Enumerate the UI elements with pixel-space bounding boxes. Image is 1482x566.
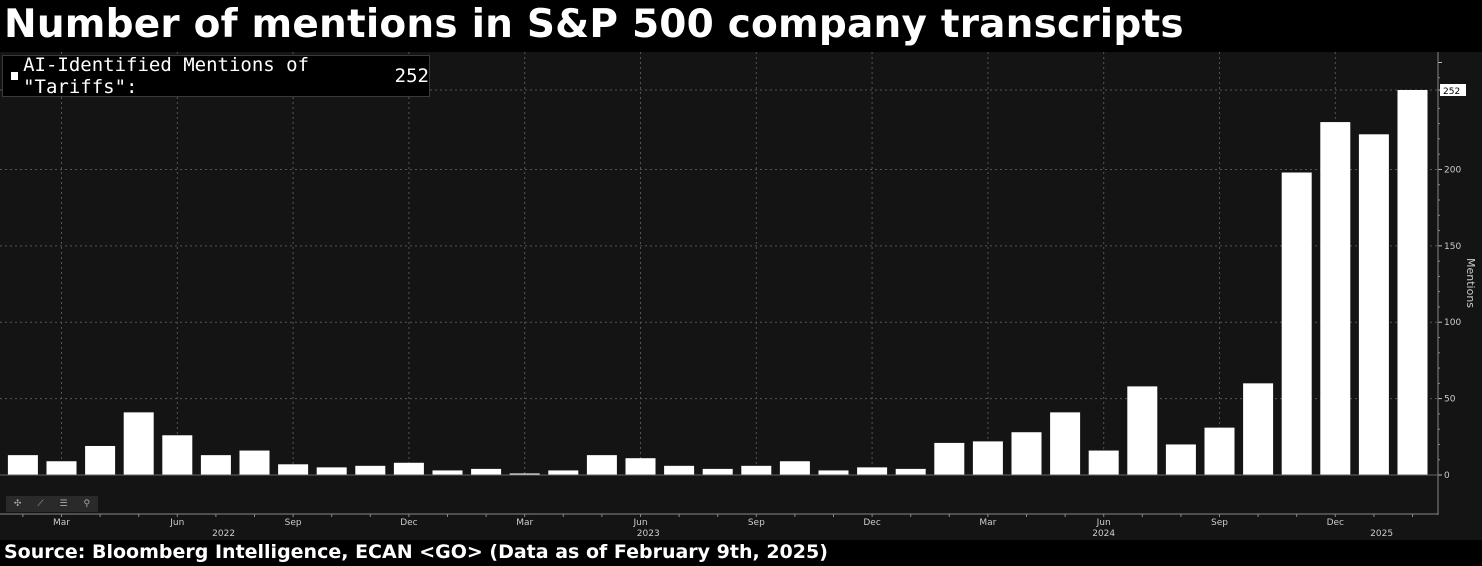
bar: [85, 445, 116, 475]
bar: [972, 441, 1003, 475]
crosshair-icon[interactable]: ✣: [13, 499, 22, 509]
x-month-label: Sep: [1211, 518, 1228, 528]
y-tick-label: 50: [1444, 395, 1456, 405]
bar: [741, 465, 772, 475]
x-month-label: Jun: [632, 518, 647, 528]
last-value-badge: [1440, 84, 1466, 96]
bar: [664, 465, 695, 475]
x-month-label: Mar: [979, 518, 996, 528]
x-month-label: Sep: [285, 518, 302, 528]
x-year-label: 2022: [212, 529, 235, 539]
bar: [123, 412, 154, 475]
bar: [625, 458, 656, 475]
gridlines: [0, 52, 1438, 475]
bar: [586, 455, 617, 475]
x-month-label: Dec: [1327, 518, 1344, 528]
bar: [471, 468, 502, 475]
legend-value: 252: [394, 65, 429, 87]
page-title: Number of mentions in S&P 500 company tr…: [4, 2, 1184, 47]
zoom-icon[interactable]: ⚲: [83, 499, 91, 509]
legend-swatch: [11, 72, 19, 80]
bar: [818, 470, 849, 475]
y-tick-label: 150: [1444, 242, 1461, 252]
bar: [1050, 412, 1081, 475]
list-icon[interactable]: ☰: [59, 499, 68, 509]
bar: [702, 468, 733, 475]
y-axis: 0 50 100 150 200 252 Mentions: [1437, 52, 1477, 515]
y-axis-label: Mentions: [1464, 258, 1477, 308]
bar: [316, 467, 347, 475]
bar: [857, 467, 888, 475]
bar: [432, 470, 463, 475]
y-tick-label: 100: [1444, 318, 1461, 328]
x-axis: Mar Jun Sep Dec Mar Jun Sep Dec Mar Jun Sep Dec 2022…: [0, 474, 1438, 539]
draw-icon[interactable]: ⟋: [37, 499, 44, 509]
bar: [1397, 90, 1428, 475]
y-tick-label: 0: [1444, 471, 1450, 481]
bar: [393, 462, 424, 475]
y-tick-label: 200: [1444, 165, 1461, 175]
bar: [355, 465, 386, 475]
x-year-label: 2023: [637, 529, 660, 539]
last-value-label: 252: [1443, 87, 1460, 97]
bar: [1320, 122, 1351, 475]
bar: [895, 468, 926, 475]
x-month-label: Dec: [863, 518, 880, 528]
bar: [1281, 172, 1312, 475]
source-note: Source: Bloomberg Intelligence, ECAN <GO…: [4, 541, 828, 563]
bar: [1165, 444, 1196, 475]
bar: [1204, 427, 1235, 475]
bar: [1088, 450, 1119, 475]
bar: [1358, 134, 1389, 476]
x-month-label: Mar: [53, 518, 70, 528]
bar: [46, 461, 77, 475]
chart-toolbar: ✣ ⟋ ☰ ⚲: [6, 496, 98, 512]
bar: [1243, 383, 1274, 475]
bar: [162, 435, 193, 475]
x-month-label: Jun: [1096, 518, 1111, 528]
x-year-label: 2024: [1092, 529, 1115, 539]
bar: [1011, 432, 1042, 475]
bar: [7, 455, 38, 475]
bar: [934, 442, 965, 475]
x-month-label: Jun: [169, 518, 184, 528]
bar: [548, 470, 579, 475]
bar: [278, 464, 309, 475]
x-month-label: Mar: [516, 518, 533, 528]
x-month-label: Dec: [400, 518, 417, 528]
x-month-label: Sep: [748, 518, 765, 528]
legend: AI-Identified Mentions of "Tariffs": 252: [2, 54, 430, 98]
bar: [509, 473, 540, 475]
bar: [1127, 386, 1158, 475]
bars: [7, 90, 1428, 476]
x-year-label: 2025: [1370, 529, 1393, 539]
legend-label: AI-Identified Mentions of "Tariffs":: [23, 54, 310, 98]
bar: [239, 450, 270, 475]
bar: [779, 461, 810, 475]
bar: [200, 455, 231, 475]
